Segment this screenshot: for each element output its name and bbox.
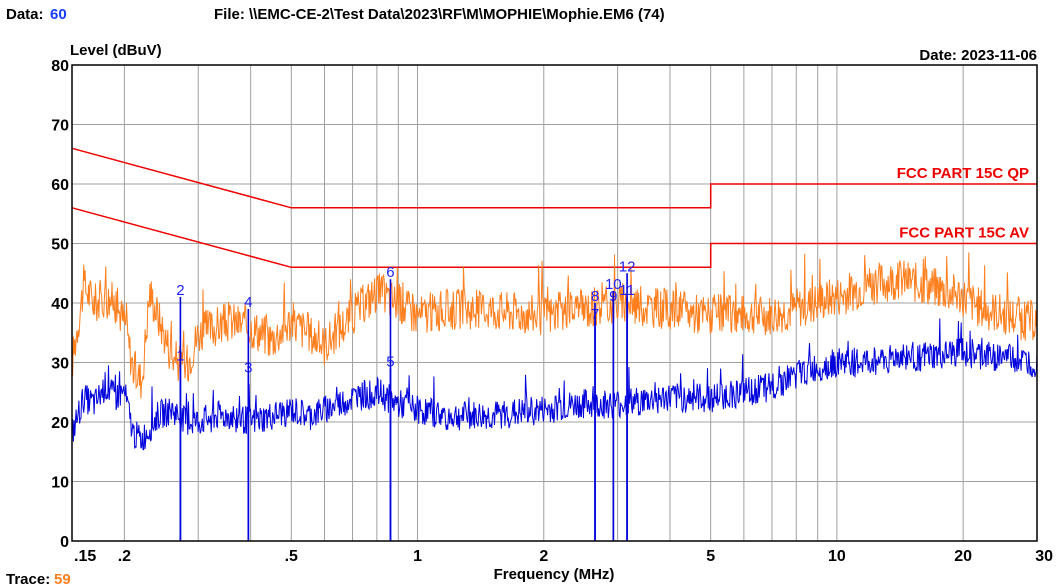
trace-series-1 xyxy=(71,252,1038,399)
limit-label: FCC PART 15C AV xyxy=(899,225,1029,242)
x-tick-label: .5 xyxy=(285,548,298,565)
traces xyxy=(71,252,1038,451)
x-tick-label: 5 xyxy=(706,548,715,565)
chart-date: Date: 2023-11-06 xyxy=(919,47,1037,64)
marker-label: 10 xyxy=(605,276,622,293)
y-tick-label: 50 xyxy=(51,237,69,254)
limit-label: FCC PART 15C QP xyxy=(897,165,1029,182)
marker-label: 2 xyxy=(176,282,184,299)
data-label: Data: xyxy=(6,6,44,23)
y-tick-label: 70 xyxy=(51,118,69,135)
y-tick-label: 60 xyxy=(51,177,69,194)
y-tick-label: 40 xyxy=(51,296,69,313)
trace-series-2 xyxy=(71,318,1038,451)
trace-value: 59 xyxy=(54,571,71,587)
y-tick-label: 30 xyxy=(51,356,69,373)
x-tick-label: .2 xyxy=(118,548,131,565)
limit-lines: FCC PART 15C QP FCC PART 15C AV xyxy=(71,147,1037,269)
marker-label: 6 xyxy=(386,264,394,281)
file-path: File: \\EMC-CE-2\Test Data\2023\RF\M\MOP… xyxy=(214,6,665,23)
x-tick-label: 2 xyxy=(539,548,548,565)
marker-label: 8 xyxy=(591,288,599,305)
y-tick-label: 10 xyxy=(51,475,69,492)
markers: 123456789101112 xyxy=(176,258,635,541)
x-tick-label: 30 xyxy=(1035,548,1053,565)
trace-label: Trace: xyxy=(6,571,50,587)
y-tick-label: 20 xyxy=(51,415,69,432)
limit-line xyxy=(71,207,1037,269)
limit-line xyxy=(71,147,1037,209)
marker-label: 4 xyxy=(244,294,252,311)
data-value: 60 xyxy=(50,6,67,23)
x-tick-label: 20 xyxy=(954,548,972,565)
x-tick-label: .15 xyxy=(74,548,96,565)
x-tick-label: 1 xyxy=(413,548,422,565)
marker-label: 12 xyxy=(619,258,636,275)
y-axis-label: Level (dBuV) xyxy=(70,42,162,59)
y-tick-label: 80 xyxy=(51,58,69,75)
chart-grid xyxy=(72,65,1037,541)
plot-frame xyxy=(71,64,1038,542)
y-tick-label: 0 xyxy=(60,534,69,551)
x-tick-label: 10 xyxy=(828,548,846,565)
x-axis-label: Frequency (MHz) xyxy=(494,566,615,583)
